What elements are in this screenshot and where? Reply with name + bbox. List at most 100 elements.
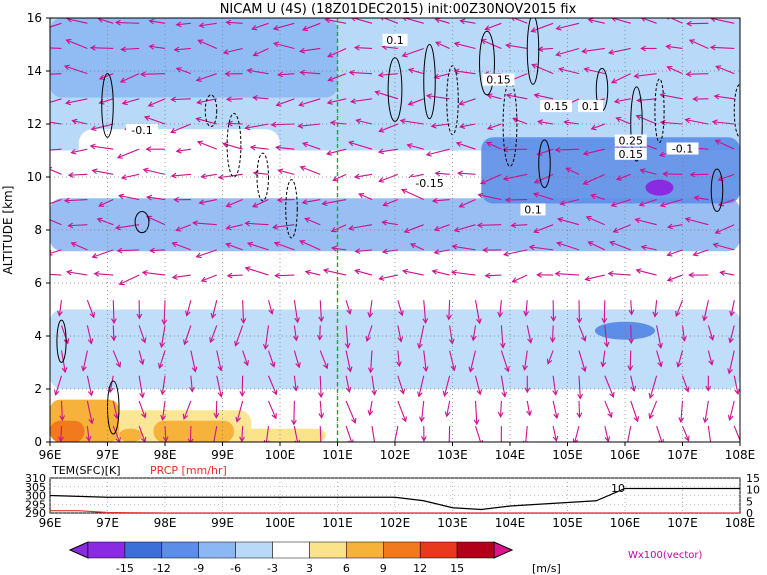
- sub-x-tick-label: 97E: [96, 516, 119, 530]
- wind-vector: [276, 98, 295, 106]
- sub-x-tick-label: 98E: [154, 516, 177, 530]
- warm-blob-3: [50, 420, 85, 442]
- wind-vector: [458, 172, 476, 175]
- wind-vector-head: [448, 338, 455, 345]
- wind-vector-head: [67, 222, 74, 229]
- wind-vector: [379, 123, 399, 132]
- wind-vector-head: [299, 47, 306, 54]
- wind-vector-head: [484, 272, 491, 279]
- wind-vector-head: [409, 243, 417, 249]
- wind-vector-head: [114, 19, 121, 26]
- wind-vector-head: [115, 437, 121, 442]
- wind-vector: [371, 375, 376, 395]
- wind-vector-head: [557, 217, 564, 223]
- wind-vector: [50, 73, 62, 75]
- colorbar-label: -6: [230, 562, 241, 575]
- wind-vector: [583, 173, 606, 185]
- wind-vector-head: [533, 178, 540, 184]
- wind-vector: [716, 65, 735, 75]
- wind-vector: [382, 249, 398, 253]
- wind-vector-head: [728, 337, 734, 344]
- wind-vector: [604, 400, 613, 418]
- wind-vector-head: [504, 366, 510, 373]
- wind-vector: [236, 400, 244, 422]
- y-tick-label: 2: [34, 382, 42, 396]
- wind-vector-head: [601, 317, 608, 324]
- wind-vector: [531, 22, 554, 32]
- contour-1: [134, 210, 150, 234]
- wind-vector: [715, 224, 735, 234]
- wind-vector: [401, 189, 424, 201]
- wind-vector-head: [627, 365, 634, 372]
- wind-vector: [481, 39, 502, 49]
- wind-vector: [667, 249, 683, 256]
- x-tick-label: 105E: [552, 448, 583, 462]
- wind-vector-head: [89, 312, 96, 319]
- wind-vector: [50, 22, 62, 28]
- wind-vector-head: [44, 46, 48, 51]
- wind-vector: [667, 66, 683, 75]
- sub-series: [50, 487, 740, 513]
- wind-vector: [704, 400, 709, 423]
- wind-vector: [293, 375, 297, 391]
- wind-vector-head: [709, 44, 716, 51]
- wind-vector: [404, 224, 424, 233]
- wind-vector-head: [198, 22, 205, 29]
- wind-vector-head: [217, 365, 224, 372]
- wind-vector-head: [63, 64, 70, 71]
- wind-vector: [253, 96, 269, 100]
- wind-vector: [327, 98, 347, 104]
- contour-label-bg: [482, 73, 515, 86]
- wind-vector-head: [183, 339, 189, 346]
- wind-vector-head: [195, 252, 202, 259]
- wind-vector-head: [367, 312, 374, 319]
- wind-vector-head: [87, 390, 94, 397]
- wind-vector: [275, 274, 295, 277]
- wind-vector: [201, 173, 217, 178]
- wind-vector: [213, 426, 218, 442]
- wind-vector-head: [301, 199, 308, 205]
- wind-vector: [116, 21, 140, 24]
- wind-vector: [486, 142, 502, 150]
- wind-vector-head: [350, 98, 357, 105]
- wind-vector-head: [142, 167, 149, 174]
- wind-vector: [423, 350, 427, 372]
- sub-left-tick: 310: [25, 472, 46, 485]
- wind-vector: [252, 22, 269, 30]
- wind-vector-head: [293, 335, 299, 342]
- wind-vector-head: [251, 94, 258, 101]
- wind-vector-head: [711, 119, 718, 126]
- wind-vector-head: [435, 41, 442, 47]
- wind-vector: [733, 375, 739, 395]
- wind-vector: [685, 218, 709, 226]
- wind-vector: [681, 325, 686, 341]
- wind-vector-head: [63, 197, 70, 204]
- wind-vector: [241, 426, 244, 442]
- wind-vector-head: [251, 202, 259, 208]
- wind-vector-head: [511, 277, 518, 283]
- wind-vector: [50, 273, 62, 276]
- wind-vector: [197, 141, 217, 150]
- wind-vector: [117, 249, 140, 252]
- wind-vector: [451, 271, 476, 276]
- wind-vector: [293, 400, 295, 425]
- wind-vector-head: [351, 417, 357, 424]
- colorbar-max-arrow: [493, 541, 514, 559]
- wind-vector: [480, 173, 502, 184]
- wind-vector: [410, 243, 424, 251]
- wind-vector: [434, 249, 450, 254]
- x-axis: 96E 97E 98E 99E 100E 101E 102E 103E 104E 105E 106E…: [39, 442, 755, 462]
- colorbar-label: 15: [450, 562, 464, 575]
- wind-vector: [400, 120, 424, 125]
- wind-vector: [512, 18, 528, 24]
- y-tick-label: 10: [27, 170, 42, 184]
- wind-vector: [332, 247, 347, 251]
- wind-vector: [112, 325, 115, 341]
- contour-2: [56, 319, 67, 363]
- wind-vector-head: [91, 168, 98, 175]
- wind-vector-head: [275, 101, 282, 107]
- wind-vector: [274, 242, 295, 251]
- wind-vector-head: [225, 242, 232, 249]
- x-tick-label: 107E: [667, 448, 698, 462]
- wind-vector-head: [291, 419, 297, 426]
